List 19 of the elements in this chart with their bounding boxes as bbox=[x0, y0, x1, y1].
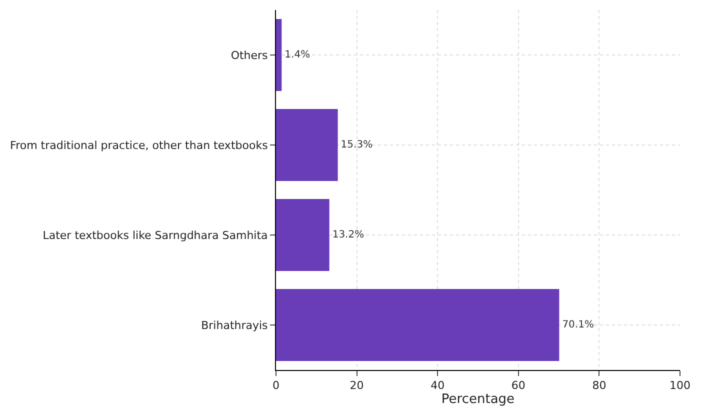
y-tick-label: From traditional practice, other than textbooks bbox=[10, 138, 268, 152]
x-tick-label: 0 bbox=[272, 379, 280, 392]
bar bbox=[276, 289, 560, 361]
y-tick-label: Later textbooks like Sarngdhara Samhita bbox=[42, 228, 268, 242]
x-tick-label: 100 bbox=[670, 379, 690, 392]
data-label: 15.3% bbox=[340, 140, 373, 150]
data-label: 1.4% bbox=[284, 50, 310, 60]
x-tick-label: 80 bbox=[592, 379, 606, 392]
x-tick-label: 20 bbox=[350, 379, 364, 392]
y-tick-label: Brihathrayis bbox=[201, 318, 268, 332]
bar bbox=[276, 199, 330, 271]
data-label: 70.1% bbox=[562, 320, 594, 330]
bar bbox=[276, 109, 338, 181]
x-tick-label: 60 bbox=[511, 379, 526, 392]
x-axis-title: Percentage bbox=[441, 392, 515, 408]
data-label: 13.2% bbox=[332, 230, 364, 240]
bar bbox=[276, 19, 282, 91]
x-tick-label: 40 bbox=[430, 379, 445, 392]
y-tick-label: Others bbox=[230, 48, 268, 62]
